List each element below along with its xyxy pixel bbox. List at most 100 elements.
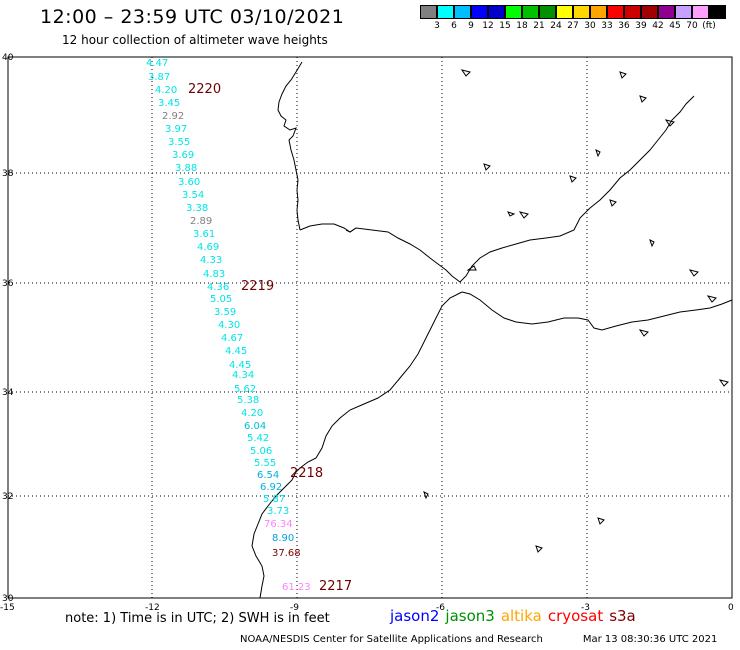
wave-height-label: 6.54 [257,470,279,481]
wave-height-label: 3.69 [172,150,194,161]
lon-label: 0 [728,603,734,613]
wave-height-label: 5.06 [250,446,272,457]
lon-label: -6 [436,603,445,613]
wave-height-label: 4.34 [232,370,254,381]
lat-label: 36 [2,279,14,289]
wave-height-label: 3.97 [165,124,187,135]
wave-height-label: 4.83 [203,269,225,280]
wave-height-label: 3.59 [214,307,236,318]
lat-label: 38 [2,169,14,179]
wave-height-label: 6.04 [244,421,266,432]
lat-label: 30 [2,594,14,604]
coastline [251,61,733,599]
legend-item-altika: altika [500,607,542,625]
color-scale-label: 12 [482,21,494,31]
wave-height-label: 5.42 [247,433,269,444]
color-swatch [692,5,709,19]
color-scale-label: 15 [499,21,511,31]
wave-height-label: 5.55 [254,458,276,469]
color-scale-label: 33 [601,21,613,31]
color-scale-label: 45 [669,21,681,31]
wave-height-label: 4.30 [218,320,240,331]
lon-label: -12 [145,603,160,613]
footer: NOAA/NESDIS Center for Satellite Applica… [240,634,717,645]
pass-label: 2220 [188,82,221,97]
longitude-labels: -15 -12 -9 -6 -3 0 [0,603,734,613]
lat-label: 32 [2,492,13,502]
latitude-labels: 40 38 36 34 32 30 [2,53,14,604]
pass-label: 2218 [290,466,323,481]
color-scale-label: 21 [533,21,545,31]
wave-height-label: 5.87 [263,494,285,505]
color-scale-label: (ft) [702,21,716,31]
wave-height-label: 3.73 [267,506,289,517]
color-swatch [505,5,522,19]
map-subtitle: 12 hour collection of altimeter wave hei… [62,33,328,47]
color-swatch [522,5,539,19]
color-swatch [709,5,726,19]
lat-label: 40 [2,53,14,63]
wave-height-label: 5.05 [210,294,232,305]
map-title: 12:00 – 23:59 UTC 03/10/2021 [40,6,345,28]
legend-item-jason3: jason3 [445,607,495,625]
color-swatch [590,5,607,19]
wave-height-label: 37.68 [272,548,301,559]
color-scale-label: 18 [516,21,528,31]
color-swatch [641,5,658,19]
pass-labels: 2220 2219 2218 2217 [188,82,352,594]
wave-height-label: 5.38 [237,395,259,406]
color-swatch [658,5,675,19]
color-scale-label: 24 [550,21,562,31]
color-swatch [607,5,624,19]
wave-height-label: 4.67 [221,333,243,344]
wave-height-label: 3.55 [168,137,190,148]
color-scale-label: 3 [434,21,440,31]
color-scale-label: 39 [635,21,647,31]
wave-height-label: 3.38 [186,203,208,214]
legend-item-cryosat: cryosat [547,607,604,625]
color-scale-bar [420,5,726,19]
footer-timestamp: Mar 13 08:30:36 UTC 2021 [582,634,718,645]
color-swatch [437,5,454,19]
color-scale-label: 27 [567,21,579,31]
wave-height-label: 4.20 [155,85,177,96]
wave-height-label: 3.54 [182,190,204,201]
color-swatch [556,5,573,19]
wave-height-label: 4.45 [225,346,247,357]
wave-height-label: 4.36 [207,282,229,293]
wave-height-label: 4.45 [229,360,251,371]
color-swatch [675,5,692,19]
wave-height-label: 2.89 [190,216,212,227]
pass-label: 2219 [241,279,274,294]
wave-height-label: 2.92 [162,111,184,122]
footer-center: NOAA/NESDIS Center for Satellite Applica… [240,634,543,645]
wave-height-label: 4.33 [200,255,222,266]
color-scale-label: 30 [584,21,596,31]
legend-item-s3a: s3a [609,607,636,625]
lon-label: -3 [581,603,590,613]
wave-height-label: 3.60 [178,177,200,188]
pass-label: 2217 [319,579,352,594]
color-scale-label: 70 [686,21,698,31]
color-scale-label: 36 [618,21,630,31]
satellite-legend: jason2 jason3 altika cryosat s3a [390,607,642,625]
lat-label: 34 [2,388,14,398]
wave-height-label: 4.47 [146,58,168,69]
legend-item-jason2: jason2 [390,607,440,625]
color-swatch [471,5,488,19]
color-scale-label: 9 [468,21,474,31]
wave-height-label: 3.88 [175,163,197,174]
lon-label: -9 [290,603,299,613]
wave-height-label: 4.20 [241,408,263,419]
map-frame [7,56,733,599]
wave-height-label: 3.87 [148,72,170,83]
lon-label: -15 [0,603,15,613]
wave-height-label: 6.92 [260,482,282,493]
color-swatch [573,5,590,19]
color-swatch [488,5,505,19]
wave-height-label: 8.90 [272,533,294,544]
wave-height-label: 5.62 [234,384,256,395]
color-swatch [420,5,437,19]
color-swatch [624,5,641,19]
